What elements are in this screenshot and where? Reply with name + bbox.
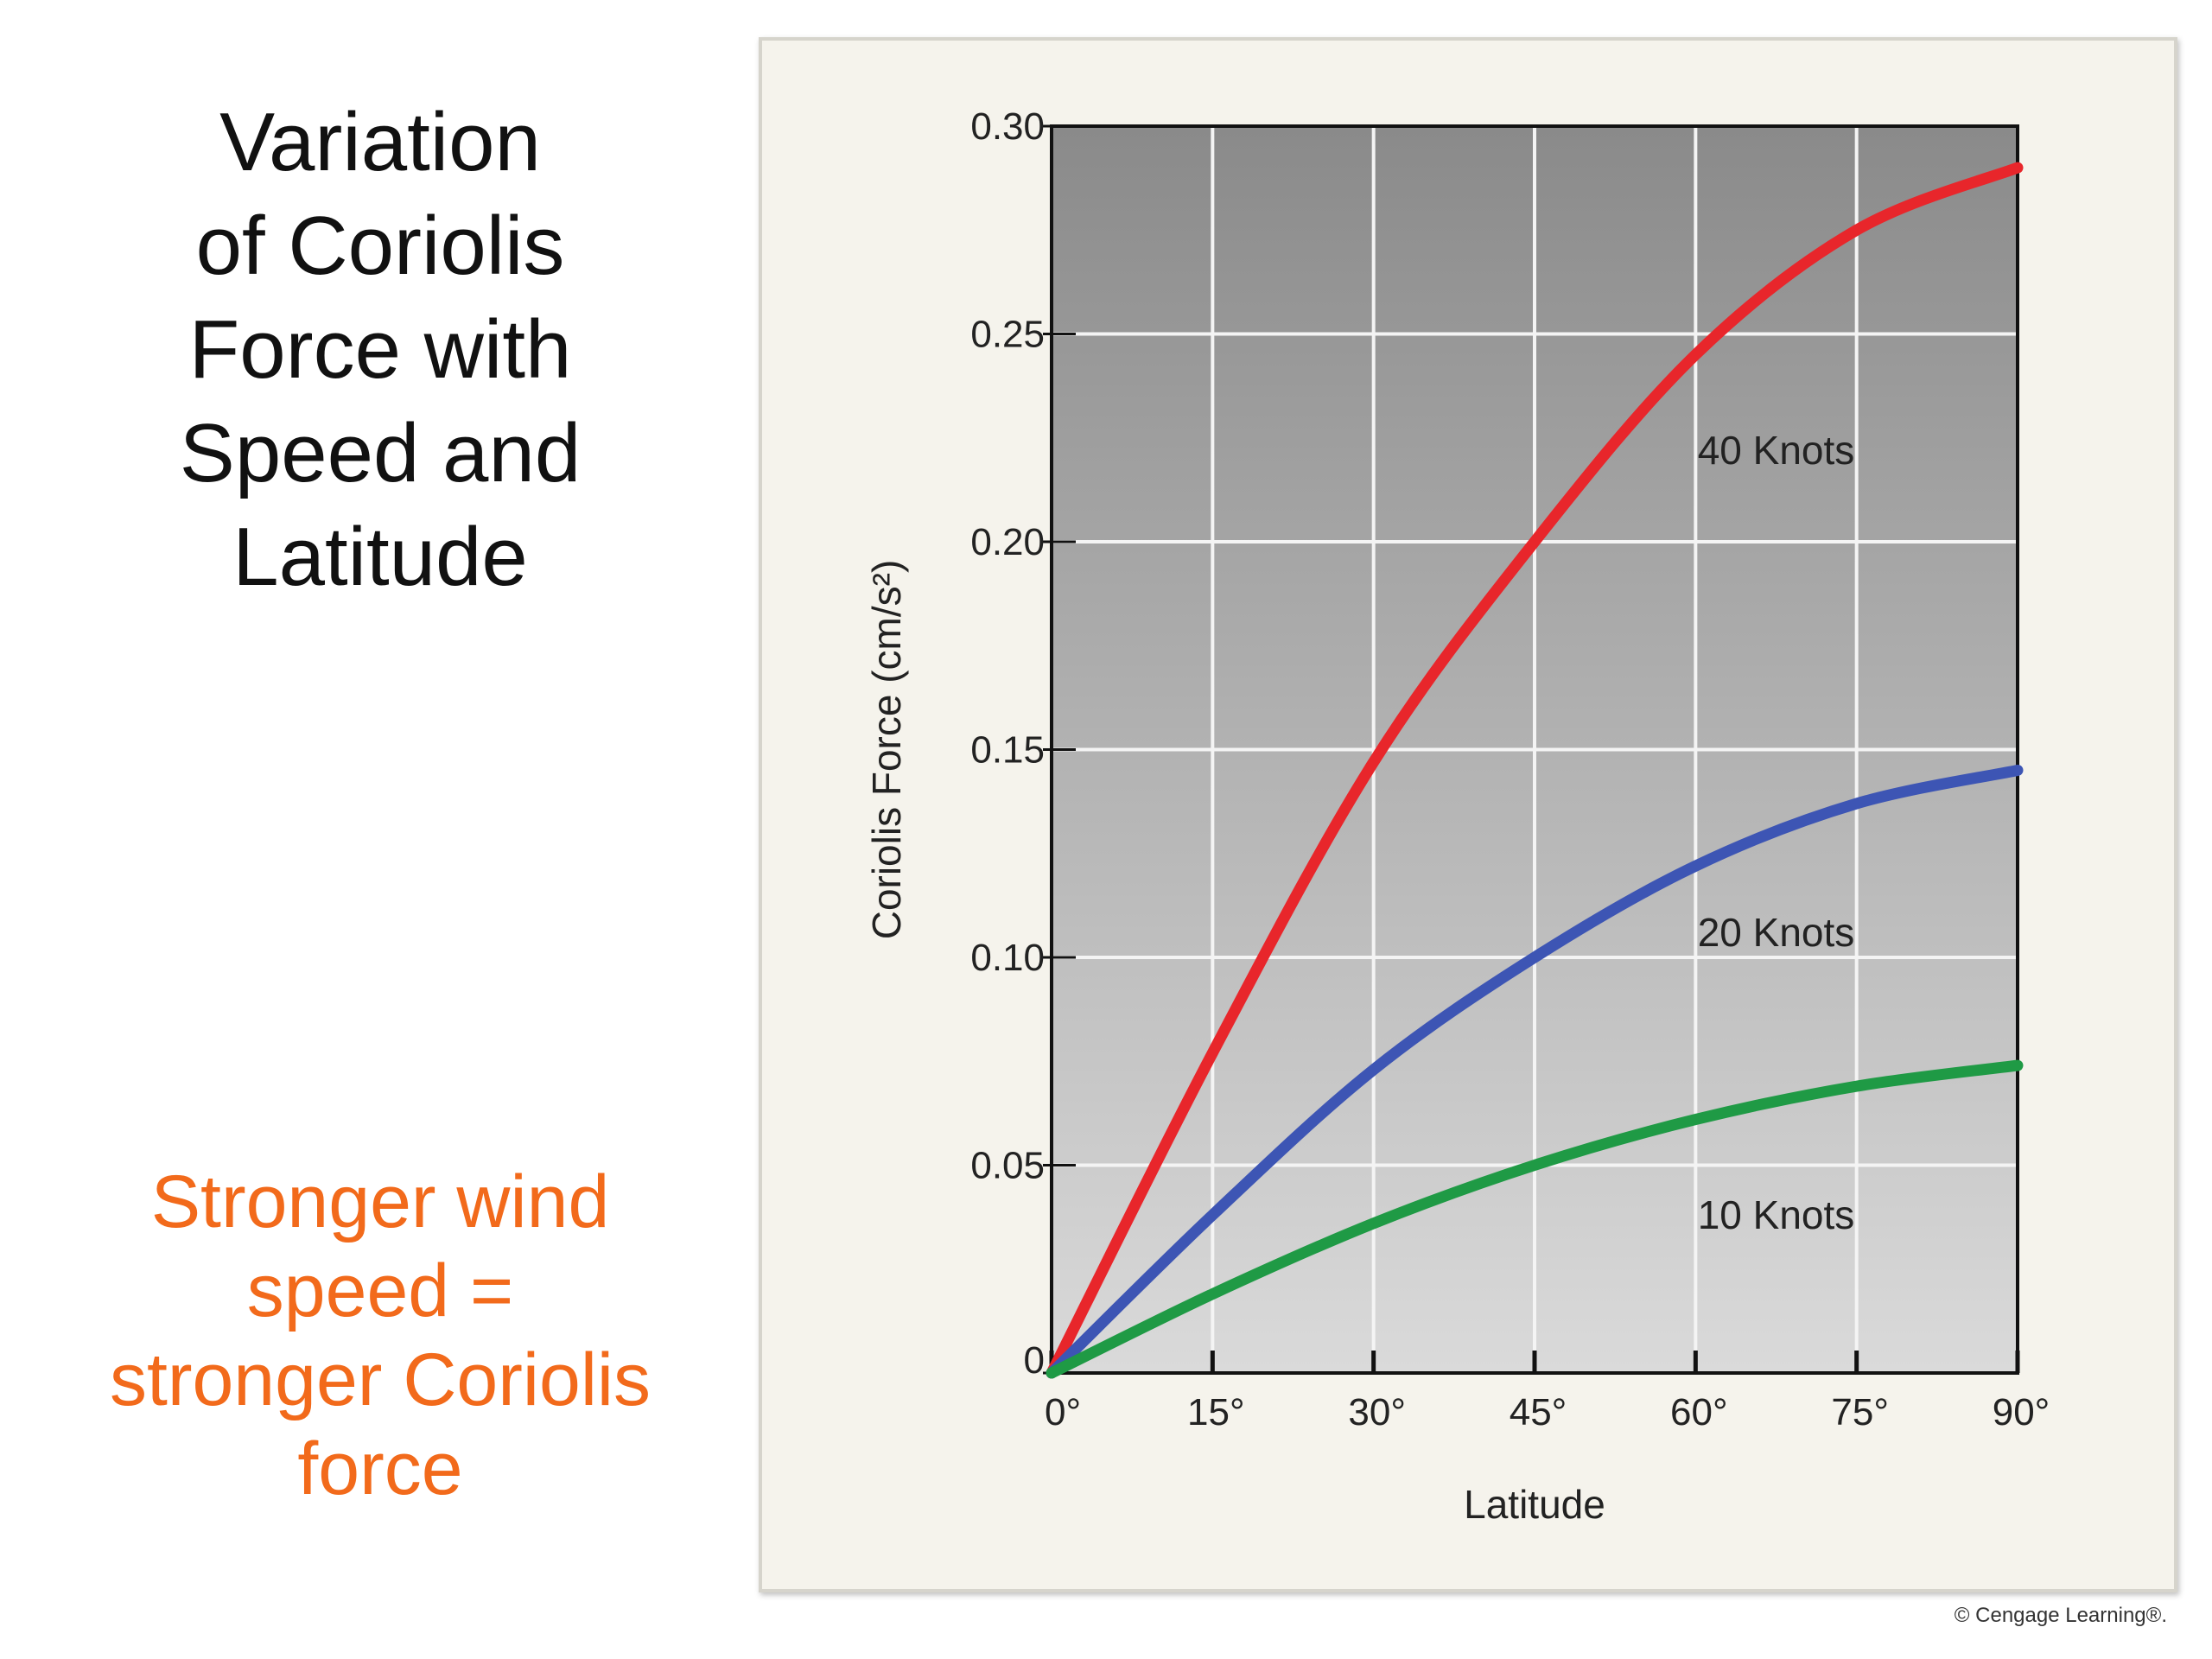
y-tick-label: 0.20 [970,521,1045,563]
slide-note-line: stronger Coriolis [109,1338,652,1421]
x-tick-label: 75° [1831,1391,1889,1433]
y-tick-label: 0 [1024,1339,1045,1382]
y-tick-label: 0.25 [970,314,1045,356]
y-axis-label: Coriolis Force (cm/s²) [864,560,909,940]
series-label-40-knots: 40 Knots [1698,428,1855,473]
y-tick-label: 0.10 [970,937,1045,979]
x-tick-label: 0° [1045,1391,1081,1433]
slide-title-line: Force with [188,303,572,396]
x-axis-label: Latitude [1464,1482,1605,1527]
y-tick-label: 0.05 [970,1145,1045,1187]
coriolis-chart: 0 0.05 0.10 0.15 0.20 0.25 0.30 0° 15° 30° 45° 60° 7… [864,105,2050,1527]
slide-title: Variation of Coriolis Force with Speed a… [52,91,709,609]
x-tick-label: 60° [1670,1391,1728,1433]
slide-note-line: Stronger wind [150,1160,610,1243]
x-tick-label: 30° [1348,1391,1406,1433]
y-tick-label: 0.15 [970,729,1045,772]
slide-note-line: speed = [246,1249,514,1332]
slide-title-line: Speed and [179,407,582,499]
series-label-10-knots: 10 Knots [1698,1192,1855,1237]
slide-title-line: of Coriolis [195,200,565,292]
figure-panel: 0 0.05 0.10 0.15 0.20 0.25 0.30 0° 15° 30° 45° 60° 7… [759,37,2177,1592]
slide-note: Stronger wind speed = stronger Coriolis … [35,1158,726,1514]
x-tick-label: 15° [1187,1391,1245,1433]
series-line-10-knots [1046,1059,2024,1379]
x-tick-label: 90° [1993,1391,2050,1433]
copyright-credit: © Cengage Learning®. [1954,1604,2167,1627]
series-line-40-knots [1046,162,2024,1379]
slide-title-line: Latitude [232,511,528,603]
series-label-20-knots: 20 Knots [1698,910,1855,955]
slide-note-line: force [297,1427,463,1510]
x-tick-label: 45° [1510,1391,1567,1433]
series-line-20-knots [1046,765,2024,1379]
y-tick-label: 0.30 [970,105,1045,148]
slide-title-line: Variation [219,96,541,188]
